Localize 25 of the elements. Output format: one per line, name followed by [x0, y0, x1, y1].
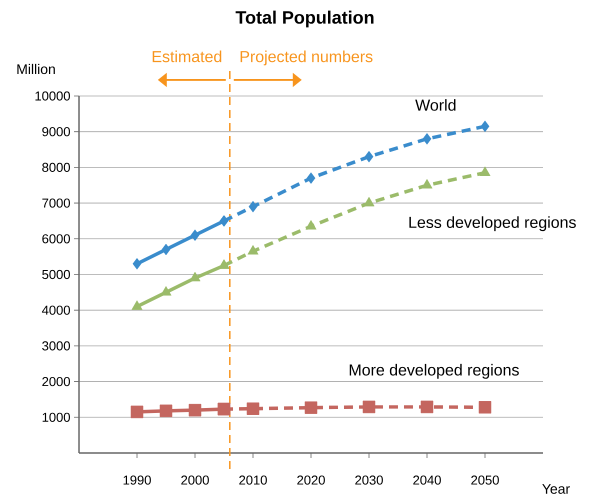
series-label: More developed regions — [350, 364, 519, 379]
x-tick-label: 2000 — [181, 476, 209, 485]
y-tick-label: 3000 — [42, 341, 70, 350]
series-label: Less developed regions — [409, 216, 576, 232]
text: Estimated — [152, 50, 222, 62]
y-axis-title: Million — [17, 64, 55, 74]
x-tick-label: 1990 — [124, 476, 151, 485]
y-tick-label: 6000 — [42, 234, 70, 244]
y-tick-label: 1000 — [42, 412, 70, 422]
x-tick-label: 2030 — [355, 476, 383, 485]
x-axis-title: Year — [542, 484, 570, 494]
y-tick-label: 9000 — [42, 127, 70, 136]
x-tick-label: 2040 — [413, 476, 441, 485]
y-tick-label: 2000 — [42, 376, 70, 386]
x-tick-label: 2020 — [297, 476, 325, 485]
y-tick-label: 8000 — [42, 162, 70, 172]
x-tick-label: 2050 — [471, 476, 499, 485]
y-tick-label: 7000 — [42, 198, 70, 208]
y-tick-label: 10000 — [35, 91, 70, 101]
series-label: World — [415, 99, 456, 111]
text: Projected numbers — [240, 50, 372, 66]
x-tick-label: 2010 — [239, 476, 267, 485]
y-tick-label: 4000 — [42, 306, 70, 315]
y-tick-label: 5000 — [42, 270, 70, 280]
chart-title: Total Population — [236, 10, 374, 28]
